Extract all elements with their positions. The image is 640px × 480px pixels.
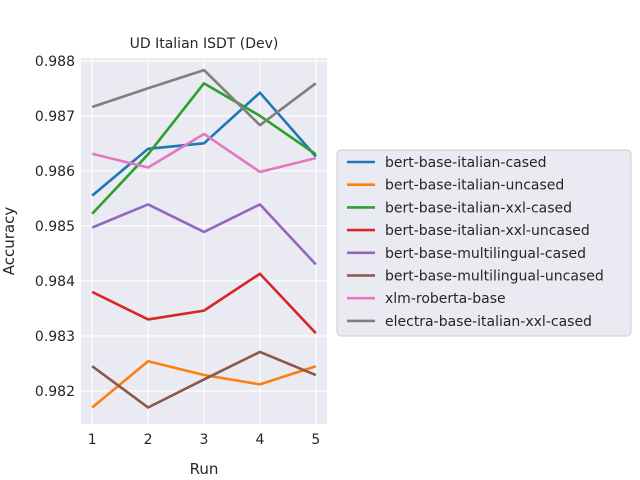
legend-entry: electra-base-italian-xxl-cased: [385, 314, 592, 330]
legend-entry: bert-base-italian-cased: [385, 155, 547, 171]
x-tick-label: 1: [88, 432, 97, 448]
y-tick-label: 0.984: [35, 274, 75, 290]
grid-lines: [81, 58, 327, 424]
series-lines: [91, 68, 317, 409]
x-tick-label: 3: [200, 432, 209, 448]
series-line: [91, 203, 317, 266]
legend-entry: xlm-roberta-base: [385, 291, 506, 307]
x-tick-label: 5: [311, 432, 320, 448]
y-tick-labels: 0.982 0.983 0.984 0.985 0.986 0.987 0.988: [35, 54, 75, 400]
legend-entry: bert-base-multilingual-uncased: [385, 269, 604, 285]
series-line: [91, 350, 317, 409]
y-tick-label: 0.987: [35, 109, 75, 125]
y-tick-label: 0.982: [35, 384, 75, 400]
series-line: [91, 132, 317, 174]
series-line: [91, 91, 317, 197]
x-tick-label: 2: [144, 432, 153, 448]
legend-entry: bert-base-italian-uncased: [385, 178, 564, 194]
legend-entry: bert-base-italian-xxl-cased: [385, 200, 572, 216]
series-line: [91, 272, 317, 335]
legend: bert-base-italian-cased bert-base-italian…: [336, 149, 632, 337]
series-line: [91, 68, 317, 127]
series-line: [91, 82, 317, 215]
chart-title: UD Italian ISDT (Dev): [130, 36, 279, 52]
x-tick-label: 4: [255, 432, 264, 448]
y-tick-label: 0.985: [35, 219, 75, 235]
y-tick-label: 0.988: [35, 54, 75, 70]
series-line: [91, 359, 317, 409]
y-tick-label: 0.983: [35, 329, 75, 345]
y-tick-label: 0.986: [35, 164, 75, 180]
y-axis-label: Accuracy: [0, 207, 18, 276]
x-axis-label: Run: [190, 460, 219, 478]
legend-entry: bert-base-italian-xxl-uncased: [385, 223, 590, 239]
x-tick-labels: 1 2 3 4 5: [88, 432, 321, 448]
legend-box: [336, 149, 632, 337]
legend-entry: bert-base-multilingual-cased: [385, 246, 586, 262]
